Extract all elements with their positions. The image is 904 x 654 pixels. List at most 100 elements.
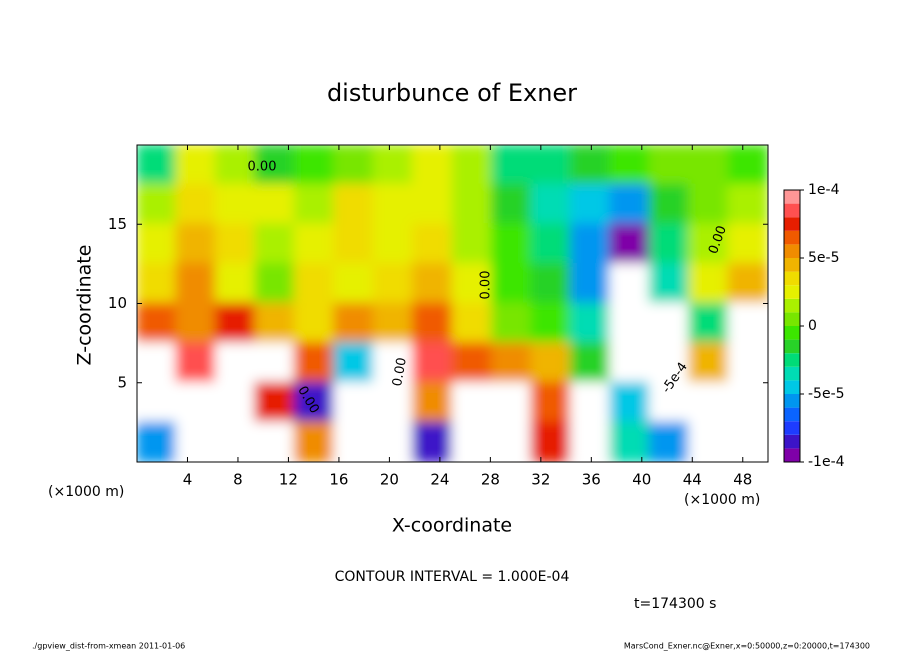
field-cell [569,262,612,305]
field-cell [569,421,612,462]
field-cell [175,262,217,305]
field-cell [333,262,375,305]
field-cell [175,183,217,226]
field-cell [609,381,651,424]
field-cell [609,421,651,462]
field-cell [372,145,415,186]
field-cell [412,223,454,265]
field-cell [490,223,533,265]
field-cell [412,342,454,384]
x-tick-label: 40 [632,471,651,489]
field-cell [175,302,217,345]
field-cell [609,145,651,186]
field-cell [648,223,691,265]
cells [137,145,768,462]
y-tick-label: 10 [108,294,127,312]
field-cell [137,183,178,226]
field-cell [609,223,651,265]
field-cell [490,342,533,384]
field-cell [254,381,296,424]
field-cell [254,421,296,462]
field-cell [214,381,257,424]
chart-title: disturbunce of Exner [327,79,577,107]
field-cell [451,145,493,186]
field-cell [293,342,336,384]
field-cell [412,183,454,226]
contour-interval: CONTOUR INTERVAL = 1.000E-04 [335,569,570,585]
field-cell [137,145,178,186]
field-cell [254,342,296,384]
field-cell [293,145,336,186]
field-cell [530,342,572,384]
field-cell [333,145,375,186]
field-cell [214,223,257,265]
field-cell [688,145,730,186]
field-cell [254,145,296,186]
field-cell [648,183,691,226]
field-cell [688,223,730,265]
field-cell [451,183,493,226]
field-cell [412,145,454,186]
field-cell [372,342,415,384]
field-cell [688,342,730,384]
field-cell [451,381,493,424]
field-cell [333,421,375,462]
colorbar-tick-label: 0 [808,318,817,334]
field-cell [530,381,572,424]
colorbar-swatch [784,271,800,286]
field-cell [490,183,533,226]
field-cell [490,262,533,305]
field-cell [254,262,296,305]
field-cell [569,381,612,424]
field-cell [214,302,257,345]
field-cell [727,183,768,226]
field-cell [175,342,217,384]
field-cell [569,183,612,226]
x-tick-label: 16 [329,471,348,489]
field-cell [214,421,257,462]
field-cell [490,421,533,462]
field-cell [293,421,336,462]
field-cell [412,381,454,424]
colorbar-tick-label: 1e-4 [808,182,840,198]
x-units: (×1000 m) [684,492,760,508]
y-tick-label: 5 [117,373,127,391]
field-cell [214,183,257,226]
field-cell [254,183,296,226]
field-cell [372,262,415,305]
colorbar-swatch [784,285,800,299]
field-cell [293,302,336,345]
field-cell [214,342,257,384]
colorbar-swatch [784,312,800,326]
footer-left: ./gpview_dist-from-xmean 2011-01-06 [32,642,185,651]
field-cell [688,421,730,462]
colorbar-tick-label: 5e-5 [808,250,839,266]
x-tick-label: 4 [183,471,193,489]
field-cell [688,381,730,424]
colorbar-tick-label: -5e-5 [808,386,845,402]
field-cell [490,302,533,345]
field-cell [451,421,493,462]
field-cell [254,302,296,345]
field-cell [727,342,768,384]
field-cell [530,421,572,462]
field-cell [569,302,612,345]
x-tick-label: 36 [582,471,601,489]
field-cell [333,302,375,345]
field-cell [490,145,533,186]
field-cell [293,223,336,265]
colorbar-swatch [784,258,800,272]
colorbar-swatch [784,380,800,394]
colorbar-swatch [784,353,800,367]
field-cell [372,381,415,424]
field-cell [609,262,651,305]
field-cell [293,381,336,424]
field-cell [412,302,454,345]
field-cell [175,421,217,462]
field-cell [727,262,768,305]
field-cell [293,183,336,226]
field-cell [372,183,415,226]
x-tick-label: 28 [481,471,500,489]
field-cell [648,145,691,186]
field-cell [214,145,257,186]
